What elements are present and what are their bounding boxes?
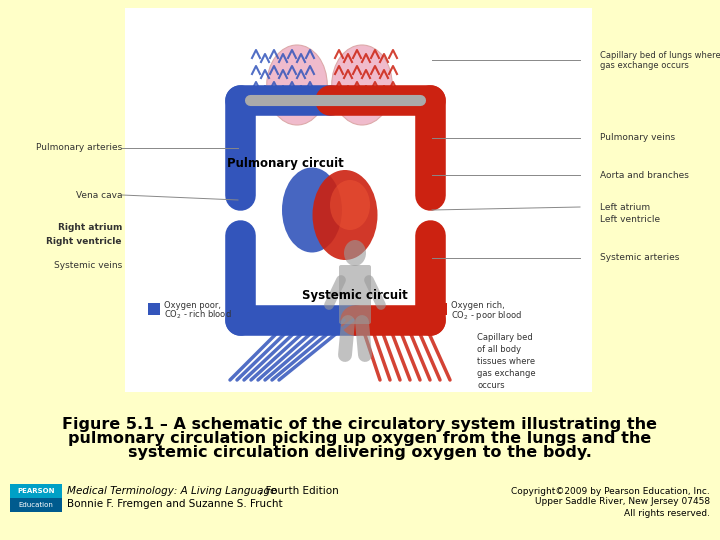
- Text: PEARSON: PEARSON: [17, 488, 55, 494]
- Text: Left atrium: Left atrium: [600, 202, 650, 212]
- Text: Pulmonary circuit: Pulmonary circuit: [227, 157, 343, 170]
- Text: Capillary bed: Capillary bed: [477, 334, 533, 342]
- Text: gas exchange occurs: gas exchange occurs: [600, 62, 689, 71]
- Text: , Fourth Edition: , Fourth Edition: [259, 486, 338, 496]
- Text: Oxygen poor,: Oxygen poor,: [164, 301, 221, 310]
- Text: Pulmonary arteries: Pulmonary arteries: [36, 144, 122, 152]
- Ellipse shape: [266, 45, 328, 125]
- Text: Figure 5.1 – A schematic of the circulatory system illustrating the: Figure 5.1 – A schematic of the circulat…: [63, 416, 657, 431]
- Text: of all body: of all body: [477, 346, 521, 354]
- Ellipse shape: [332, 45, 392, 125]
- Text: All rights reserved.: All rights reserved.: [624, 509, 710, 517]
- Ellipse shape: [344, 240, 366, 266]
- Text: gas exchange: gas exchange: [477, 369, 536, 379]
- FancyBboxPatch shape: [339, 265, 371, 324]
- Text: Education: Education: [19, 502, 53, 508]
- Text: Vena cava: Vena cava: [76, 191, 122, 199]
- Bar: [435, 303, 447, 315]
- Text: CO$_2$ - poor blood: CO$_2$ - poor blood: [451, 308, 522, 321]
- Text: Aorta and branches: Aorta and branches: [600, 171, 689, 179]
- Text: Systemic circuit: Systemic circuit: [302, 288, 408, 301]
- Text: CO$_2$ - rich blood: CO$_2$ - rich blood: [164, 309, 232, 321]
- Ellipse shape: [282, 167, 342, 253]
- Ellipse shape: [312, 170, 377, 260]
- Text: Oxygen rich,: Oxygen rich,: [451, 301, 505, 310]
- Bar: [10, 498, 62, 512]
- Text: pulmonary circulation picking up oxygen from the lungs and the: pulmonary circulation picking up oxygen …: [68, 430, 652, 445]
- Text: Left ventricle: Left ventricle: [600, 215, 660, 225]
- Text: tissues where: tissues where: [477, 357, 535, 367]
- Text: Right ventricle: Right ventricle: [47, 237, 122, 246]
- Bar: [10, 484, 62, 498]
- Text: Bonnie F. Fremgen and Suzanne S. Frucht: Bonnie F. Fremgen and Suzanne S. Frucht: [67, 499, 283, 509]
- Text: Copyright©2009 by Pearson Education, Inc.: Copyright©2009 by Pearson Education, Inc…: [511, 487, 710, 496]
- Text: Pulmonary veins: Pulmonary veins: [600, 133, 675, 143]
- Text: Systemic veins: Systemic veins: [54, 260, 122, 269]
- Bar: [148, 303, 160, 315]
- Ellipse shape: [330, 180, 370, 230]
- Bar: [125, 8, 592, 392]
- Text: systemic circulation delivering oxygen to the body.: systemic circulation delivering oxygen t…: [128, 444, 592, 460]
- Text: Upper Saddle River, New Jersey 07458: Upper Saddle River, New Jersey 07458: [535, 497, 710, 507]
- Text: Capillary bed of lungs where: Capillary bed of lungs where: [600, 51, 720, 59]
- Text: Medical Terminology: A Living Language: Medical Terminology: A Living Language: [67, 486, 276, 496]
- Text: Systemic arteries: Systemic arteries: [600, 253, 680, 262]
- Text: Right atrium: Right atrium: [58, 224, 122, 233]
- Text: occurs: occurs: [477, 381, 505, 390]
